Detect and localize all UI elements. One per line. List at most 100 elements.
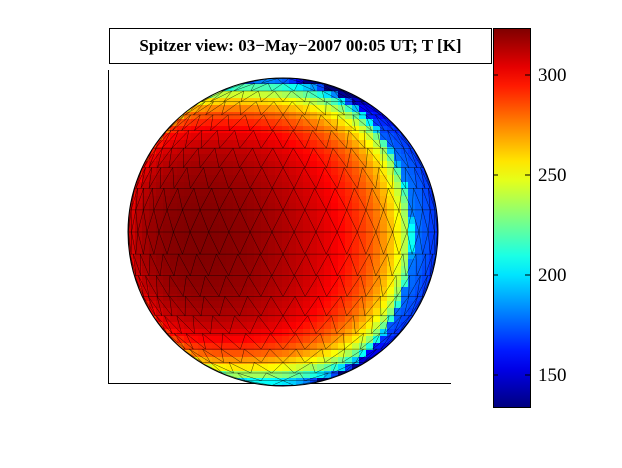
temperature-cell <box>233 350 241 358</box>
temperature-cell <box>128 224 136 232</box>
temperature-cell <box>289 147 297 155</box>
temperature-cell <box>352 119 360 127</box>
temperature-cell <box>436 231 438 239</box>
temperature-cell <box>317 154 325 162</box>
temperature-cell <box>142 196 150 204</box>
temperature-cell <box>261 189 269 197</box>
temperature-cell <box>331 196 339 204</box>
temperature-cell <box>338 308 346 316</box>
temperature-cell <box>345 308 353 316</box>
temperature-cell <box>317 294 325 302</box>
temperature-cell <box>219 329 227 337</box>
temperature-cell <box>142 315 150 323</box>
temperature-cell <box>296 217 304 225</box>
temperature-cell <box>331 203 339 211</box>
temperature-cell <box>177 140 185 148</box>
temperature-cell <box>310 84 318 92</box>
temperature-cell <box>275 91 283 99</box>
temperature-cell <box>170 133 178 141</box>
temperature-cell <box>380 245 388 253</box>
temperature-cell <box>310 259 318 267</box>
temperature-cell <box>149 245 157 253</box>
temperature-cell <box>282 175 290 183</box>
temperature-cell <box>247 210 255 218</box>
temperature-cell <box>142 189 150 197</box>
temperature-cell <box>345 217 353 225</box>
temperature-cell <box>212 175 220 183</box>
colorbar-tick-label: 200 <box>538 265 567 286</box>
temperature-cell <box>345 336 353 344</box>
temperature-cell <box>128 259 129 267</box>
temperature-cell <box>338 357 346 365</box>
temperature-cell <box>282 182 290 190</box>
temperature-cell <box>268 196 276 204</box>
temperature-cell <box>254 301 262 309</box>
temperature-cell <box>366 273 374 281</box>
temperature-cell <box>282 294 290 302</box>
temperature-cell <box>135 203 143 211</box>
temperature-cell <box>254 119 262 127</box>
temperature-cell <box>289 140 297 148</box>
temperature-cell <box>226 273 234 281</box>
temperature-cell <box>142 231 150 239</box>
temperature-cell <box>191 133 199 141</box>
temperature-cell <box>261 364 269 372</box>
temperature-cell <box>275 217 283 225</box>
temperature-cell <box>394 203 402 211</box>
temperature-cell <box>170 308 178 316</box>
temperature-cell <box>436 203 438 211</box>
temperature-cell <box>198 161 206 169</box>
temperature-cell <box>128 238 136 246</box>
temperature-cell <box>191 364 199 372</box>
temperature-cell <box>401 238 409 246</box>
colorbar-tick-label: 300 <box>538 65 567 86</box>
temperature-cell <box>233 343 241 351</box>
temperature-cell <box>380 210 388 218</box>
temperature-cell <box>177 231 185 239</box>
temperature-cell <box>303 175 311 183</box>
temperature-cell <box>317 301 325 309</box>
temperature-cell <box>233 119 241 127</box>
temperature-cell <box>212 378 220 386</box>
temperature-cell <box>219 315 227 323</box>
temperature-cell <box>226 147 234 155</box>
temperature-cell <box>184 294 192 302</box>
temperature-cell <box>226 294 234 302</box>
temperature-cell <box>282 133 290 141</box>
temperature-cell <box>429 245 437 253</box>
temperature-cell <box>128 231 136 239</box>
temperature-cell <box>282 161 290 169</box>
temperature-cell <box>387 329 395 337</box>
temperature-cell <box>310 385 318 386</box>
temperature-cell <box>177 280 185 288</box>
temperature-cell <box>359 168 367 176</box>
temperature-cell <box>163 175 171 183</box>
temperature-cell <box>226 168 234 176</box>
temperature-cell <box>352 322 360 330</box>
temperature-cell <box>163 182 171 190</box>
temperature-cell <box>233 385 241 386</box>
temperature-cell <box>296 350 304 358</box>
temperature-cell <box>247 371 255 379</box>
temperature-cell <box>198 140 206 148</box>
temperature-cell <box>254 217 262 225</box>
temperature-cell <box>205 126 213 134</box>
temperature-cell <box>142 140 150 148</box>
temperature-cell <box>415 196 423 204</box>
temperature-cell <box>268 364 276 372</box>
temperature-cell <box>268 161 276 169</box>
temperature-cell <box>408 196 416 204</box>
temperature-cell <box>254 252 262 260</box>
temperature-cell <box>247 140 255 148</box>
temperature-cell <box>296 259 304 267</box>
temperature-cell <box>156 245 164 253</box>
temperature-cell <box>254 78 262 85</box>
temperature-cell <box>289 91 297 99</box>
temperature-cell <box>289 294 297 302</box>
temperature-cell <box>177 105 185 113</box>
temperature-cell <box>429 259 437 267</box>
temperature-cell <box>275 301 283 309</box>
temperature-cell <box>345 266 353 274</box>
temperature-cell <box>338 287 346 295</box>
